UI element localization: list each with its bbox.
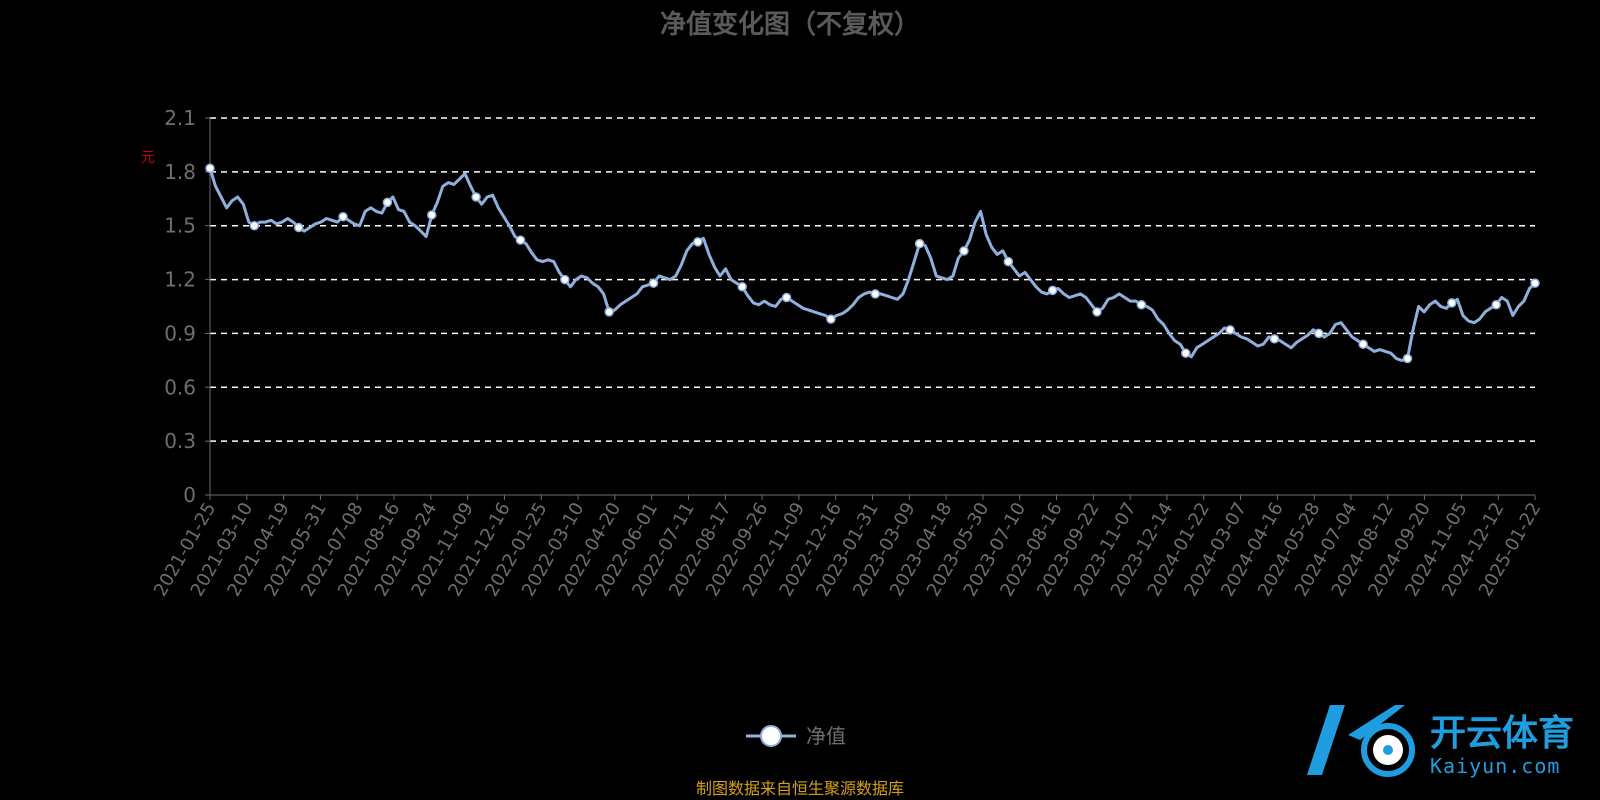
data-point[interactable] bbox=[1269, 334, 1280, 344]
legend-marker-icon bbox=[760, 725, 782, 747]
data-point[interactable] bbox=[1225, 325, 1235, 335]
y-tick-label: 0 bbox=[183, 483, 196, 507]
watermark-logo: 开云体育 Kaiyun.com bbox=[1307, 705, 1574, 778]
data-point[interactable] bbox=[959, 246, 969, 256]
y-tick-label: 0.9 bbox=[164, 321, 196, 345]
y-axis: 0 0.3 0.6 0.9 1.2 1.5 1.8 2.1 bbox=[164, 106, 210, 507]
y-tick-label: 0.3 bbox=[164, 429, 196, 453]
data-point[interactable] bbox=[914, 238, 925, 249]
y-tick-label: 1.8 bbox=[164, 160, 196, 184]
legend-label: 净值 bbox=[806, 724, 846, 748]
grid-lines bbox=[210, 117, 1535, 442]
y-tick-label: 1.5 bbox=[164, 214, 196, 238]
y-tick-label: 1.2 bbox=[164, 268, 196, 292]
data-point[interactable] bbox=[382, 197, 393, 208]
data-point[interactable] bbox=[693, 237, 703, 247]
watermark-en: Kaiyun.com bbox=[1430, 754, 1560, 778]
y-tick-label: 2.1 bbox=[164, 106, 196, 130]
data-point[interactable] bbox=[427, 210, 437, 220]
data-point[interactable] bbox=[1530, 278, 1540, 288]
watermark-k-icon bbox=[1307, 705, 1415, 777]
data-point[interactable] bbox=[338, 211, 348, 222]
data-point[interactable] bbox=[604, 307, 614, 317]
data-point[interactable] bbox=[1003, 256, 1014, 267]
data-point[interactable] bbox=[1402, 353, 1413, 364]
data-point[interactable] bbox=[870, 289, 881, 299]
data-point[interactable] bbox=[515, 235, 526, 245]
data-point[interactable] bbox=[1180, 348, 1191, 358]
data-point[interactable] bbox=[1092, 307, 1102, 317]
x-axis: 2021-01-252021-03-102021-04-192021-05-31… bbox=[150, 495, 1545, 600]
data-point[interactable] bbox=[737, 282, 747, 292]
data-point[interactable] bbox=[293, 222, 304, 233]
legend[interactable]: 净值 bbox=[746, 724, 846, 748]
chart-title: 净值变化图（不复权） bbox=[660, 9, 920, 40]
data-point[interactable] bbox=[1491, 299, 1501, 310]
data-point[interactable] bbox=[205, 163, 215, 174]
series-line-nav bbox=[208, 167, 1537, 362]
source-note: 制图数据来自恒生聚源数据库 bbox=[696, 779, 904, 798]
data-point[interactable] bbox=[826, 314, 836, 324]
data-point[interactable] bbox=[1047, 285, 1058, 296]
data-point[interactable] bbox=[1314, 328, 1324, 339]
data-point[interactable] bbox=[471, 192, 481, 202]
data-point[interactable] bbox=[249, 220, 260, 231]
data-point[interactable] bbox=[1447, 298, 1457, 308]
data-point[interactable] bbox=[648, 278, 659, 288]
y-axis-unit: 元 bbox=[141, 150, 155, 166]
watermark-cn: 开云体育 bbox=[1430, 713, 1574, 754]
data-point[interactable] bbox=[1136, 299, 1147, 310]
series-markers bbox=[205, 163, 1540, 364]
data-point[interactable] bbox=[1358, 339, 1368, 349]
y-tick-label: 0.6 bbox=[164, 375, 196, 399]
data-point[interactable] bbox=[781, 292, 792, 303]
data-point[interactable] bbox=[560, 274, 570, 285]
